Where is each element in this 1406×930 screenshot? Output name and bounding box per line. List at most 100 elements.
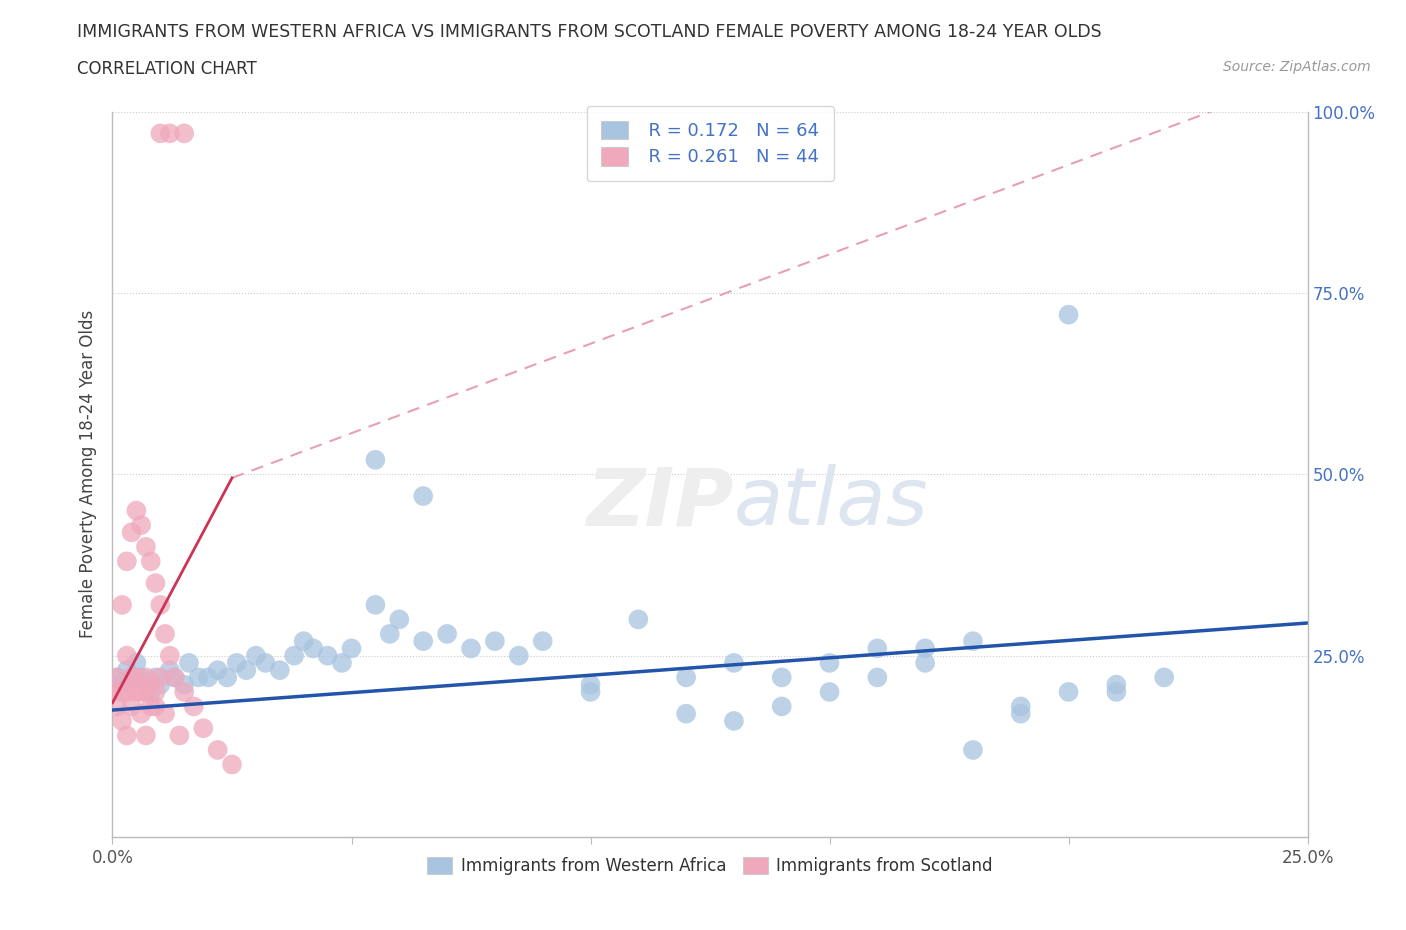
Point [115,684,138,699]
Point [187,670,209,684]
Point [135,728,157,743]
Point [818,684,841,699]
Point [149,126,172,140]
Point [412,633,434,648]
Point [1105,684,1128,699]
Point [217,670,239,684]
Point [723,656,745,671]
Point [1057,307,1080,322]
Point [245,648,267,663]
Point [484,633,506,648]
Point [153,627,176,642]
Point [221,757,243,772]
Point [579,677,602,692]
Text: IMMIGRANTS FROM WESTERN AFRICA VS IMMIGRANTS FROM SCOTLAND FEMALE POVERTY AMONG : IMMIGRANTS FROM WESTERN AFRICA VS IMMIGR… [77,23,1102,41]
Point [1010,706,1032,721]
Point [159,648,181,663]
Point [139,699,162,714]
Point [675,670,697,684]
Point [962,742,984,757]
Point [508,648,530,663]
Point [207,742,229,757]
Point [111,677,134,692]
Point [1010,699,1032,714]
Point [364,597,387,612]
Point [121,525,143,539]
Point [330,656,353,671]
Point [111,684,134,699]
Point [149,597,172,612]
Point [193,721,215,736]
Point [962,633,984,648]
Point [139,677,162,692]
Point [163,670,186,684]
Point [579,684,602,699]
Point [818,656,841,671]
Point [105,670,128,684]
Point [145,684,167,699]
Point [129,684,152,699]
Point [139,554,162,569]
Point [173,677,195,692]
Point [254,656,277,671]
Point [115,663,138,678]
Point [163,670,186,684]
Point [129,706,152,721]
Point [111,597,134,612]
Point [378,627,401,642]
Point [183,699,205,714]
Point [169,728,191,743]
Point [531,633,554,648]
Point [235,663,257,678]
Point [149,670,172,684]
Point [125,684,148,699]
Point [115,648,138,663]
Point [412,488,434,503]
Point [436,627,458,642]
Point [316,648,339,663]
Point [914,656,936,671]
Point [1105,677,1128,692]
Point [159,663,181,678]
Point [269,663,291,678]
Point [675,706,697,721]
Point [125,656,148,671]
Point [145,576,167,591]
Point [302,641,325,656]
Point [866,670,889,684]
Point [115,554,138,569]
Point [135,670,157,684]
Point [173,126,195,140]
Point [115,728,138,743]
Point [173,684,195,699]
Point [129,670,152,684]
Legend: Immigrants from Western Africa, Immigrants from Scotland: Immigrants from Western Africa, Immigran… [419,848,1001,884]
Point [129,518,152,533]
Point [723,713,745,728]
Point [149,677,172,692]
Point [125,670,148,684]
Point [866,641,889,656]
Point [105,670,128,684]
Point [121,670,143,684]
Point [135,539,157,554]
Point [340,641,363,656]
Point [153,706,176,721]
Y-axis label: Female Poverty Among 18-24 Year Olds: Female Poverty Among 18-24 Year Olds [79,311,97,638]
Point [121,670,143,684]
Point [139,684,162,699]
Point [364,452,387,467]
Point [159,126,181,140]
Point [627,612,650,627]
Text: atlas: atlas [734,464,929,542]
Point [292,633,315,648]
Text: ZIP: ZIP [586,464,734,542]
Point [770,670,793,684]
Point [225,656,247,671]
Text: CORRELATION CHART: CORRELATION CHART [77,60,257,78]
Point [1153,670,1175,684]
Point [111,713,134,728]
Point [135,677,157,692]
Point [135,684,157,699]
Point [105,699,128,714]
